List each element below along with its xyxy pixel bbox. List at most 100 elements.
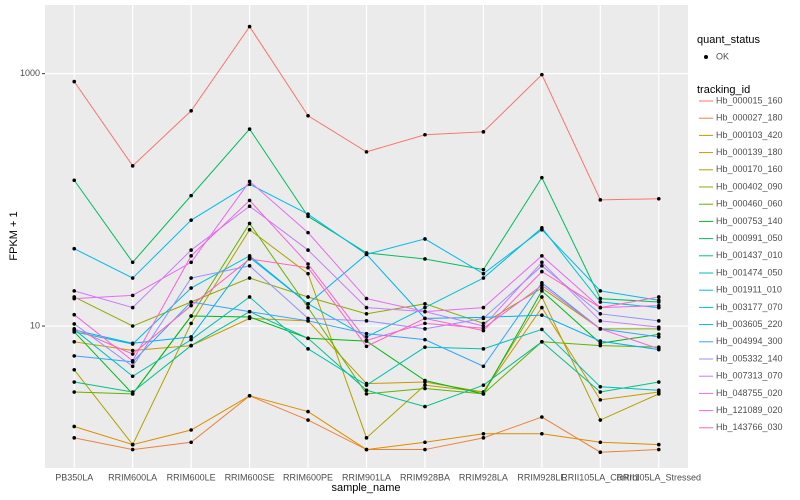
data-point (189, 300, 193, 304)
y-tick-label: 1000 (20, 68, 40, 78)
data-point (540, 295, 544, 299)
data-point (481, 271, 486, 276)
data-point (130, 260, 135, 265)
legend-label: Hb_000027_180 (716, 113, 783, 123)
legend-label: Hb_000402_090 (716, 181, 783, 191)
data-point (364, 383, 369, 387)
data-point (598, 327, 603, 331)
data-point (540, 327, 544, 332)
x-tick-label: RRIM928BA (400, 472, 450, 482)
data-point (364, 331, 369, 336)
data-point (306, 302, 310, 306)
data-point (306, 336, 310, 341)
data-point (306, 295, 310, 299)
data-point (481, 431, 486, 436)
x-tick-label: RRIM901LA (342, 472, 391, 482)
data-point (130, 348, 135, 353)
legend-label: Hb_000015_160 (716, 95, 783, 105)
legend-label: Hb_000460_060 (716, 199, 783, 209)
data-point (364, 436, 369, 440)
data-point (72, 312, 77, 317)
legend-title: tracking_id (697, 84, 750, 96)
data-point (306, 271, 310, 276)
legend-label: Hb_000139_180 (716, 147, 783, 157)
data-point (130, 390, 135, 394)
data-point (189, 428, 193, 432)
data-point (423, 378, 427, 383)
data-point (72, 296, 77, 301)
data-point (247, 264, 252, 268)
data-point (540, 269, 544, 274)
data-point (364, 312, 369, 316)
data-point (247, 315, 252, 319)
data-point (72, 424, 77, 429)
data-point (130, 352, 135, 356)
data-point (364, 150, 369, 154)
data-point (481, 130, 486, 134)
data-point (540, 281, 544, 285)
x-tick-label: RRIM600LA (108, 472, 157, 482)
data-point (72, 178, 77, 183)
data-point (656, 347, 661, 351)
data-point (306, 262, 310, 266)
data-point (130, 442, 135, 447)
data-point (598, 319, 603, 323)
data-point (656, 392, 661, 396)
data-point (540, 260, 544, 265)
data-point (540, 227, 544, 232)
data-point (481, 267, 486, 272)
data-point (481, 316, 486, 321)
data-point (423, 337, 427, 342)
legend-label: Hb_005332_140 (716, 353, 783, 363)
data-point (130, 164, 135, 168)
data-point (72, 327, 77, 331)
data-point (656, 335, 661, 339)
data-point (540, 431, 544, 436)
data-point (656, 325, 661, 329)
data-point (423, 447, 427, 452)
data-point (72, 354, 77, 358)
data-point (130, 447, 135, 452)
data-point (423, 327, 427, 331)
data-point (598, 289, 603, 293)
data-point (189, 248, 193, 252)
legend-label: Hb_001911_010 (716, 285, 782, 295)
data-point (189, 337, 193, 342)
data-point (130, 359, 135, 363)
legend-label: Hb_004994_300 (716, 336, 783, 346)
data-point (72, 436, 77, 440)
data-point (306, 265, 310, 270)
data-point (189, 108, 193, 113)
data-point (364, 344, 369, 349)
data-point (423, 132, 427, 137)
data-point (656, 298, 661, 303)
data-point (247, 257, 252, 261)
data-point (189, 343, 193, 348)
data-point (481, 321, 486, 326)
data-point (423, 386, 427, 391)
legend-key (704, 55, 708, 59)
data-point (306, 316, 310, 321)
data-point (598, 450, 603, 455)
data-point (540, 313, 544, 317)
data-point (247, 179, 252, 184)
data-point (247, 276, 252, 280)
data-point (423, 309, 427, 314)
legend-title: quant_status (697, 34, 760, 46)
data-point (540, 283, 544, 288)
data-point (364, 338, 369, 343)
legend-label: Hb_000991_050 (716, 233, 783, 243)
data-point (598, 440, 603, 445)
data-point (189, 335, 193, 339)
data-point (481, 305, 486, 310)
data-point (598, 339, 603, 343)
data-point (598, 398, 603, 402)
data-point (247, 24, 252, 29)
data-point (189, 303, 193, 308)
data-point (598, 305, 603, 310)
data-point (130, 364, 135, 369)
data-point (656, 332, 661, 337)
data-point (656, 442, 661, 447)
data-point (656, 303, 661, 308)
y-tick-label: 10 (30, 320, 40, 330)
